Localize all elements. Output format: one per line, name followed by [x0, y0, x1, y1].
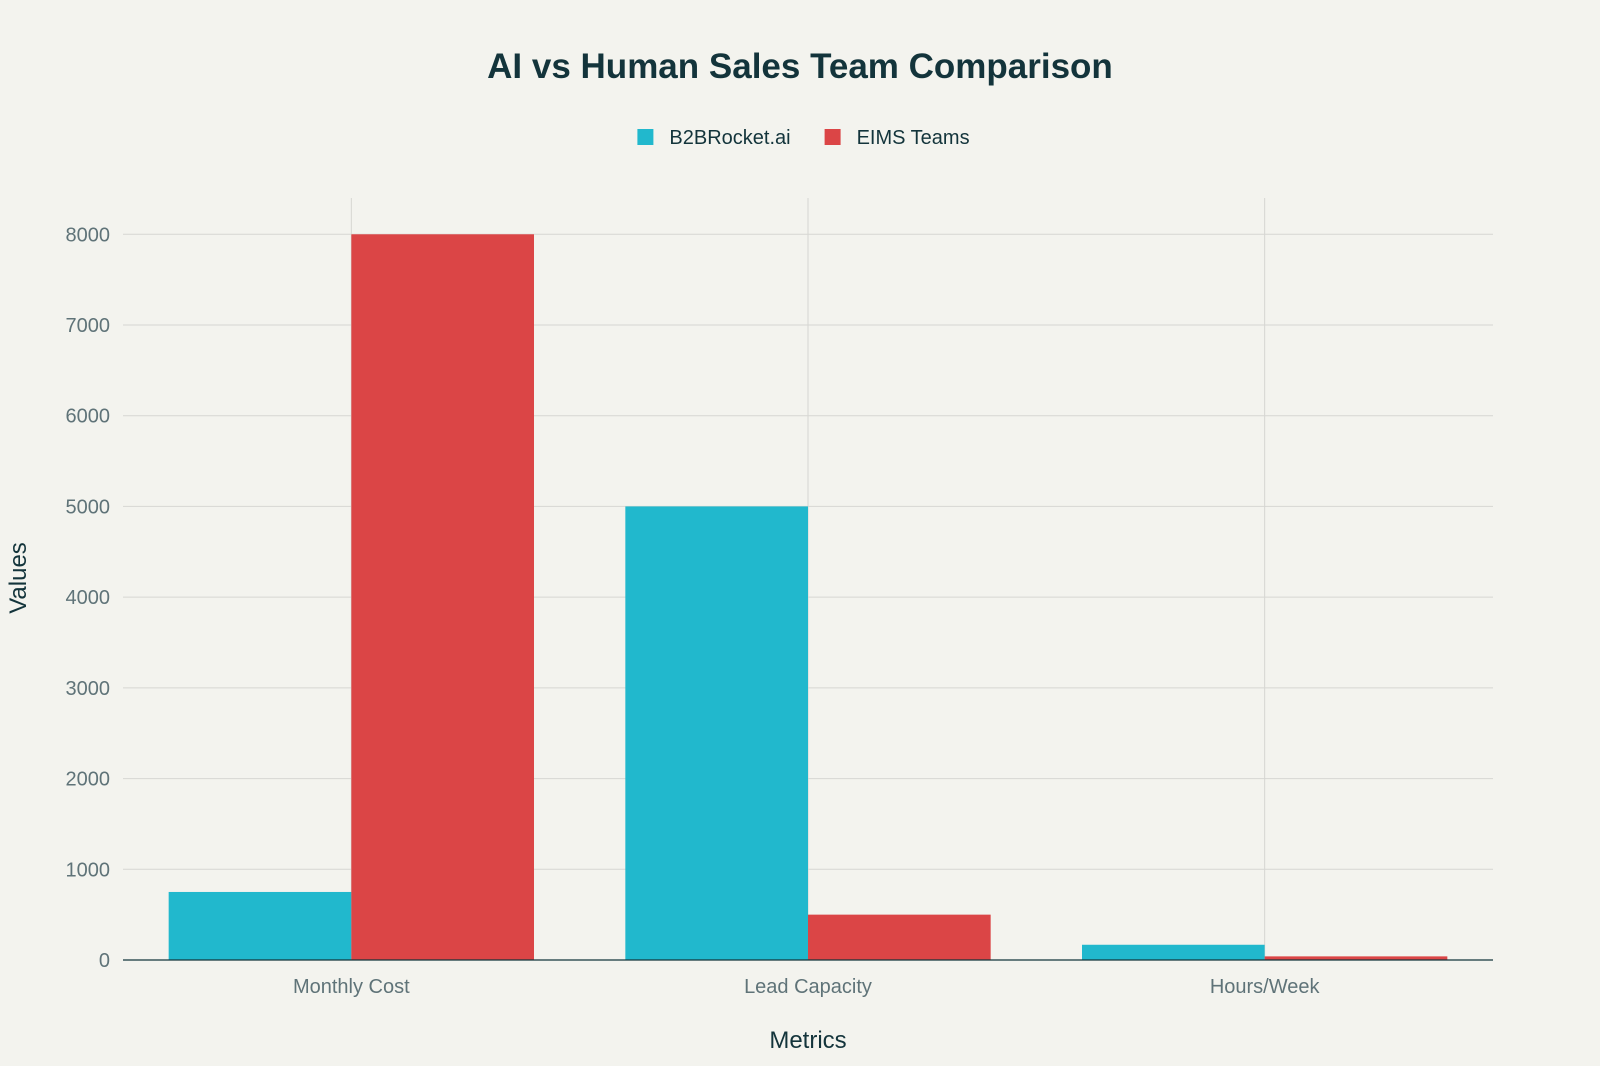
x-tick-label: Lead Capacity	[744, 976, 872, 998]
legend-swatch	[824, 129, 841, 145]
y-tick-label: 8000	[66, 224, 111, 246]
y-tick-label: 2000	[66, 769, 111, 791]
x-axis-title: Metrics	[769, 1027, 846, 1054]
legend-label: EIMS Teams	[857, 127, 970, 149]
bar-b2brocket-ai-monthly-cost	[168, 891, 352, 960]
y-tick-label: 5000	[66, 496, 111, 518]
y-tick-label: 6000	[66, 406, 111, 428]
bar-eims-teams-lead-capacity	[808, 914, 991, 960]
bar-eims-teams-monthly-cost	[351, 234, 534, 961]
bar-b2brocket-ai-lead-capacity	[625, 506, 808, 960]
y-tick-label: 4000	[66, 587, 111, 609]
legend: B2BRocket.ai EIMS Teams	[637, 127, 970, 149]
y-axis-title: Values	[5, 542, 32, 614]
y-tick-label: 1000	[66, 859, 111, 881]
y-tick-label: 7000	[66, 315, 111, 337]
y-axis-ticks: 0 1000 2000 3000 4000 5000 6000 7000 8000	[66, 224, 111, 972]
x-tick-label: Monthly Cost	[293, 976, 410, 998]
bar-b2brocket-ai-hours-week	[1082, 944, 1265, 960]
legend-swatch	[637, 129, 654, 145]
y-tick-label: 0	[99, 950, 110, 972]
chart-title: AI vs Human Sales Team Comparison	[487, 47, 1113, 86]
x-tick-label: Hours/Week	[1210, 976, 1321, 998]
x-axis-ticks: Monthly Cost Lead Capacity Hours/Week	[293, 976, 1321, 998]
bar-eims-teams-hours-week	[1264, 956, 1448, 960]
y-tick-label: 3000	[66, 678, 111, 700]
legend-label: B2BRocket.ai	[669, 127, 790, 149]
bars	[168, 234, 1448, 961]
